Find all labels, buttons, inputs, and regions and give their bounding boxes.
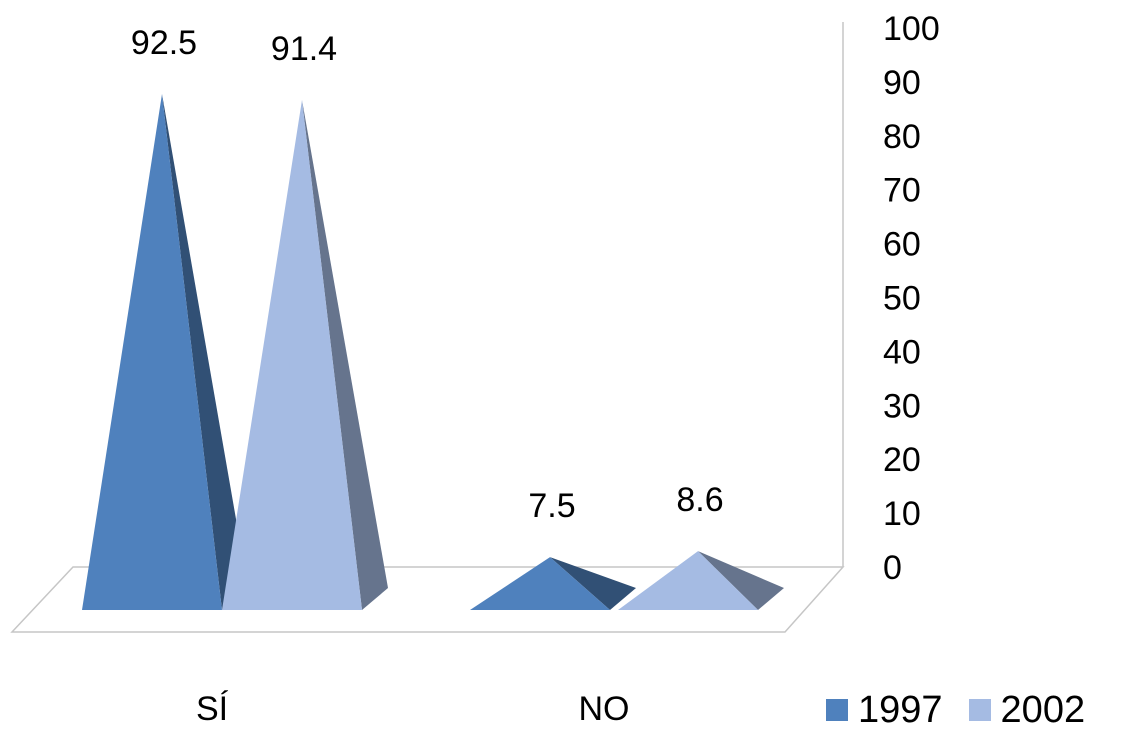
y-tick-label-100: 100 [883,10,940,48]
bar-1997-no-side-face [550,557,636,610]
legend-item-1997: 1997 [826,690,943,730]
legend-label-2002: 2002 [1000,689,1086,731]
bar-2002-no [618,551,758,610]
bar-2002-s-side-face [302,99,388,610]
bar-2002-no-side-face [698,551,784,610]
bar-1997-s [82,94,222,610]
legend-swatch-2002 [968,699,991,721]
legend-swatch-1997 [826,699,848,721]
data-label-1997-s: 92.5 [131,24,197,62]
bar-1997-no [470,557,610,610]
data-label-2002-no: 8.6 [676,481,723,519]
legend: 1997 2002 [826,690,1085,730]
y-tick-label-20: 20 [883,441,921,479]
data-label-2002-s: 91.4 [271,30,337,68]
y-tick-label-40: 40 [883,333,921,371]
data-label-1997-no: 7.5 [528,487,575,525]
y-tick-label-60: 60 [883,226,921,264]
bar-2002-s [222,99,362,610]
legend-item-2002: 2002 [968,689,1086,731]
y-tick-label-80: 80 [883,118,921,156]
y-tick-label-90: 90 [883,64,921,102]
y-tick-label-0: 0 [883,549,902,587]
y-tick-label-30: 30 [883,387,921,425]
bar-1997-s-side-face [162,94,248,610]
x-tick-label-s: SÍ [196,690,229,728]
y-tick-label-70: 70 [883,172,921,210]
x-tick-label-no: NO [579,690,630,728]
legend-label-1997: 1997 [858,689,943,731]
y-tick-label-10: 10 [883,495,921,533]
y-tick-label-50: 50 [883,280,921,318]
